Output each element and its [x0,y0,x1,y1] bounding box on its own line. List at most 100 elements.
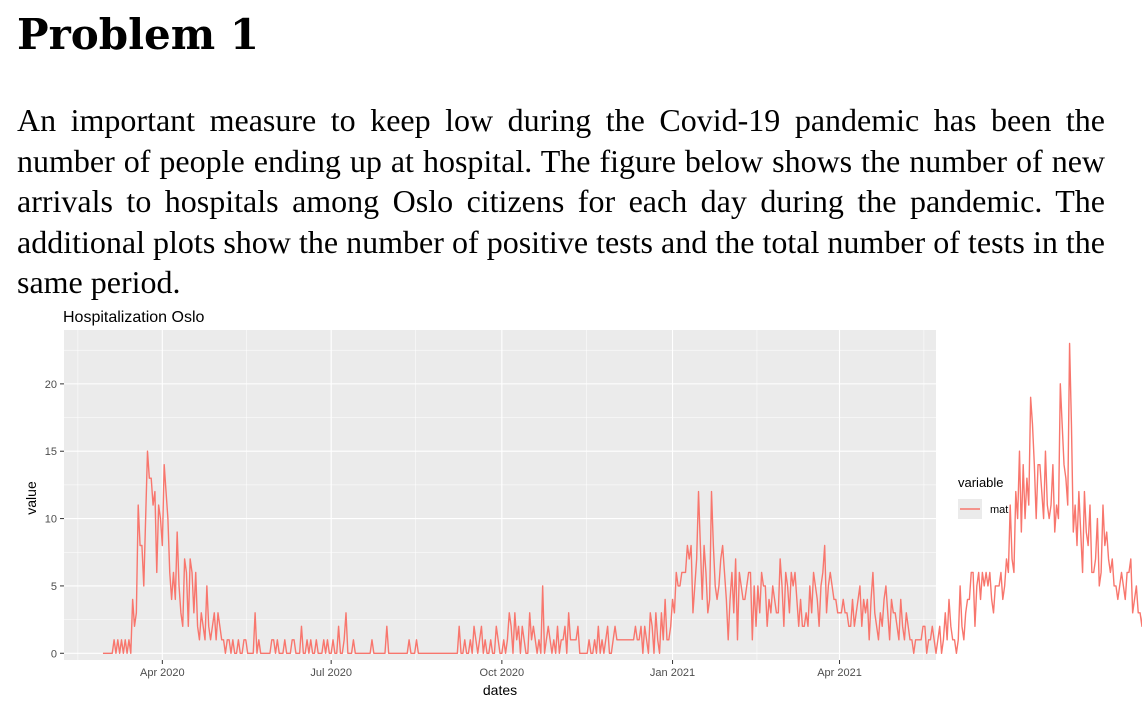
data-point [952,639,953,640]
data-point [678,585,679,586]
data-point [316,639,317,640]
data-point [1067,505,1068,506]
data-point [418,653,419,654]
data-point [876,626,877,627]
data-point [1030,397,1031,398]
data-point [277,639,278,640]
data-point [1086,531,1087,532]
data-point [702,599,703,600]
data-point [557,626,558,627]
data-point [399,653,400,654]
data-point [1041,491,1042,492]
data-point [267,653,268,654]
data-point [830,572,831,573]
data-point [1010,505,1011,506]
data-point [618,639,619,640]
data-point [820,585,821,586]
data-point [310,639,311,640]
data-point [544,653,545,654]
data-point [594,639,595,640]
data-point [987,585,988,586]
data-point [511,626,512,627]
data-point [1097,518,1098,519]
data-point [622,639,623,640]
data-point [371,639,372,640]
data-point [154,491,155,492]
data-point [965,612,966,613]
data-point [857,599,858,600]
data-point [789,612,790,613]
data-point [1110,572,1111,573]
x-tick-label: Apr 2021 [817,667,862,679]
data-point [694,585,695,586]
data-point [776,612,777,613]
data-point [345,612,346,613]
data-point [989,572,990,573]
data-point [791,572,792,573]
data-point [561,639,562,640]
data-point [403,653,404,654]
data-point [611,653,612,654]
data-point [279,653,280,654]
data-point [175,599,176,600]
data-point [1091,572,1092,573]
data-point [909,639,910,640]
data-point [1008,572,1009,573]
data-point [245,639,246,640]
data-point [386,626,387,627]
data-point [600,653,601,654]
data-point [993,612,994,613]
data-point [741,585,742,586]
data-point [357,653,358,654]
data-point [648,653,649,654]
data-point [1084,491,1085,492]
data-point [1032,424,1033,425]
data-point [390,653,391,654]
data-point [752,639,753,640]
data-point [748,572,749,573]
data-point [1128,572,1129,573]
data-point [305,653,306,654]
data-point [1050,505,1051,506]
data-point [275,653,276,654]
data-point [292,639,293,640]
data-point [963,639,964,640]
data-point [336,653,337,654]
data-point [234,653,235,654]
data-point [549,639,550,640]
data-point [950,626,951,627]
data-point [889,639,890,640]
data-point [377,653,378,654]
data-point [512,653,513,654]
data-point [908,626,909,627]
data-point [152,505,153,506]
data-point [659,653,660,654]
data-point [742,599,743,600]
data-point [978,572,979,573]
data-point [750,572,751,573]
data-point [893,612,894,613]
data-point [883,599,884,600]
data-point [778,612,779,613]
data-point [570,639,571,640]
data-point [297,653,298,654]
data-point [520,653,521,654]
data-point [685,572,686,573]
data-point [230,653,231,654]
data-point [1117,599,1118,600]
data-point [370,653,371,654]
data-point [394,653,395,654]
data-point [1011,558,1012,559]
data-point [731,572,732,573]
data-point [559,653,560,654]
data-point [1088,545,1089,546]
data-point [915,639,916,640]
data-point [440,653,441,654]
data-point [243,639,244,640]
data-point [375,653,376,654]
data-point [1099,585,1100,586]
data-point [954,639,955,640]
data-point [280,653,281,654]
data-point [895,612,896,613]
